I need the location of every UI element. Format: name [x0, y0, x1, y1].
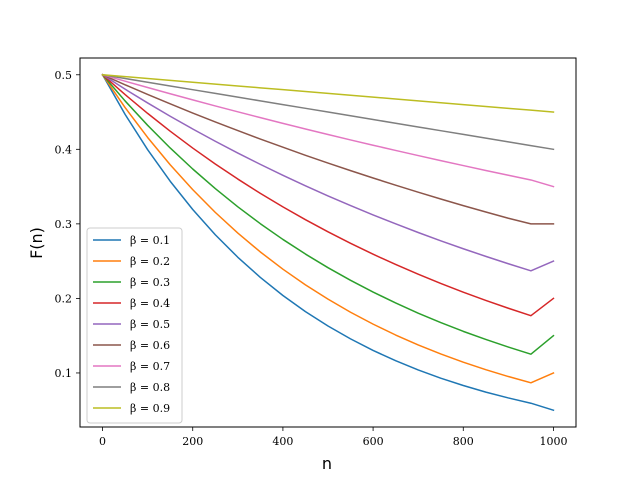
y-axis-label: F(n) — [27, 227, 46, 259]
series-line-6 — [101, 73, 555, 225]
series-line-9 — [101, 73, 555, 113]
series-line-4 — [101, 73, 555, 317]
x-tick-label: 600 — [363, 435, 384, 448]
y-tick-label: 0.3 — [55, 218, 73, 231]
legend-label: β = 0.9 — [130, 402, 170, 415]
series-line-1 — [101, 73, 555, 412]
x-axis: 0 200 400 600 800 1000 — [99, 427, 567, 448]
x-tick-label: 400 — [272, 435, 293, 448]
x-tick-label: 1000 — [539, 435, 567, 448]
legend-label: β = 0.2 — [130, 255, 170, 268]
legend-label: β = 0.7 — [130, 360, 170, 373]
series-line-7 — [101, 73, 555, 188]
y-tick-label: 0.2 — [55, 292, 73, 305]
y-axis: 0.1 0.2 0.3 0.4 0.5 — [55, 69, 80, 380]
legend-label: β = 0.5 — [130, 318, 170, 331]
series-layer — [101, 73, 555, 412]
y-tick-label: 0.5 — [55, 69, 73, 82]
series-line-2 — [101, 73, 555, 384]
legend-label: β = 0.4 — [130, 297, 170, 310]
series-line-8 — [101, 73, 555, 151]
legend-label: β = 0.8 — [130, 381, 170, 394]
legend-label: β = 0.6 — [130, 339, 170, 352]
x-tick-label: 800 — [453, 435, 474, 448]
series-line-3 — [101, 73, 555, 355]
plot-frame — [79, 57, 577, 428]
legend-label: β = 0.1 — [130, 234, 170, 247]
legend-label: β = 0.3 — [130, 276, 170, 289]
y-tick-label: 0.1 — [55, 367, 73, 380]
x-tick-label: 200 — [182, 435, 203, 448]
x-axis-label: n — [322, 454, 332, 473]
legend: β = 0.1 β = 0.2 β = 0.3 β = 0.4 β = 0.5 β = 0… — [86, 227, 183, 424]
y-tick-label: 0.4 — [55, 143, 73, 156]
x-tick-label: 0 — [99, 435, 106, 448]
legend-box — [86, 227, 183, 424]
series-line-5 — [101, 73, 555, 272]
